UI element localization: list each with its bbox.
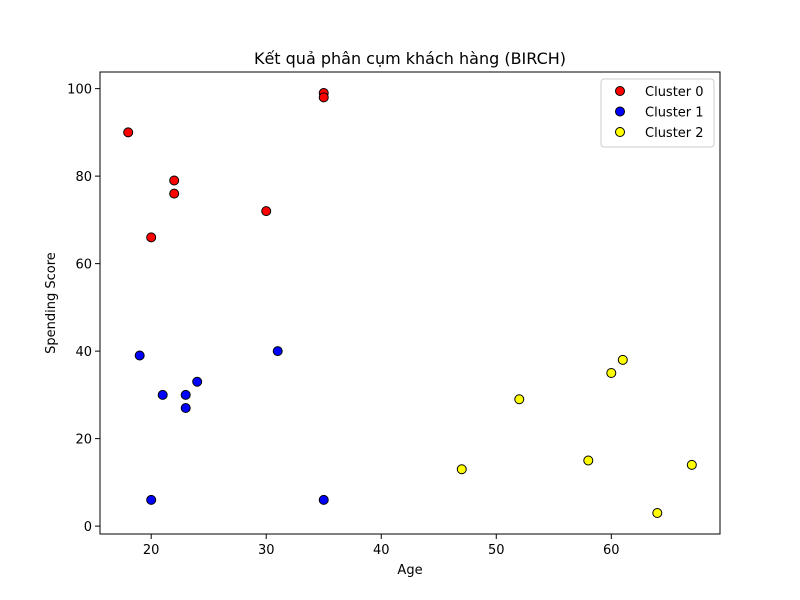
cluster-0-point <box>169 188 180 199</box>
cluster-2-point <box>606 368 617 378</box>
cluster-0-point <box>261 206 272 217</box>
legend-marker <box>615 127 625 137</box>
legend-label: Cluster 0 <box>645 85 704 100</box>
plot-frame <box>99 71 721 535</box>
cluster-0-point <box>318 92 329 103</box>
cluster-1-point <box>146 494 157 505</box>
cluster-1-point <box>318 494 329 505</box>
cluster-2-point <box>686 459 697 470</box>
legend-box <box>600 78 715 148</box>
x-tick-label: 50 <box>488 543 505 558</box>
data-points <box>123 88 697 518</box>
x-tick-label: 20 <box>143 543 160 558</box>
cluster-2-point <box>456 464 467 475</box>
y-tick-label: 0 <box>84 520 92 535</box>
y-axis-label: Spending Score <box>44 252 59 354</box>
cluster-1-point <box>134 350 145 361</box>
cluster-1-point <box>157 389 168 400</box>
cluster-2-point <box>617 354 628 365</box>
y-tick-label: 40 <box>75 345 92 360</box>
cluster-2-point <box>583 455 594 466</box>
legend-marker <box>615 106 625 117</box>
x-tick-label: 40 <box>373 543 390 558</box>
cluster-0-point <box>123 127 134 138</box>
legend-label: Cluster 1 <box>645 106 704 121</box>
x-tick-label: 30 <box>258 543 275 558</box>
x-axis-label: Age <box>397 563 422 578</box>
cluster-1-point <box>180 389 191 400</box>
y-tick-label: 80 <box>75 170 92 185</box>
cluster-2-point <box>514 394 525 405</box>
y-tick-label: 60 <box>75 258 92 273</box>
legend-marker <box>615 86 625 96</box>
cluster-1-point <box>180 403 191 413</box>
cluster-0-point <box>146 232 157 243</box>
cluster-1-point <box>272 346 283 357</box>
y-tick-label: 100 <box>67 83 92 98</box>
y-tick-label: 20 <box>75 433 92 448</box>
chart-title: Kết quả phân cụm khách hàng (BIRCH) <box>254 49 566 68</box>
legend: Cluster 0 Cluster 1 Cluster 2 <box>600 78 715 148</box>
axis-ticks: 20 30 40 50 60 0 20 40 60 80 100 <box>67 83 619 558</box>
x-tick-label: 60 <box>603 543 620 558</box>
legend-label: Cluster 2 <box>645 126 704 141</box>
cluster-2-point <box>652 508 663 518</box>
cluster-1-point <box>192 376 203 387</box>
cluster-0-point <box>169 175 180 186</box>
